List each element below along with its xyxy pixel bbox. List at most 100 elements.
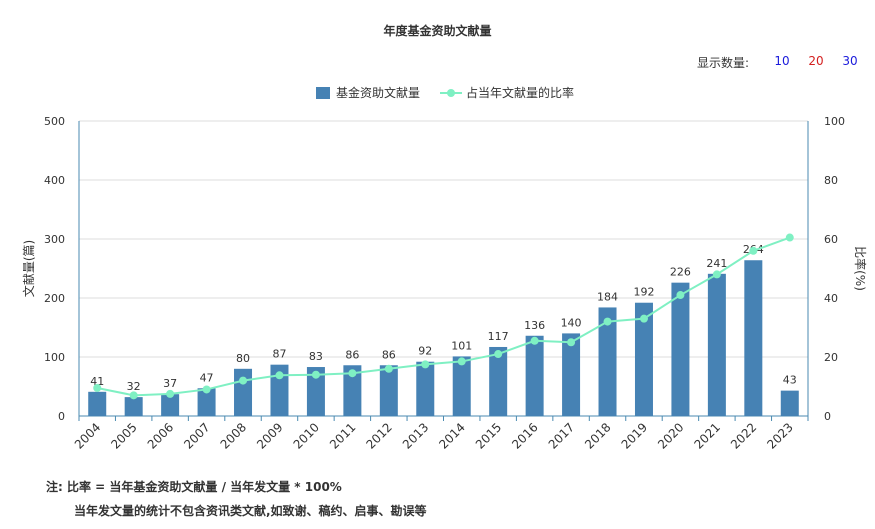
y2-tick-label: 0 xyxy=(824,410,831,423)
x-tick-label: 2022 xyxy=(728,420,759,451)
y2-tick-label: 100 xyxy=(824,115,845,128)
bar xyxy=(707,273,726,416)
ratio-point xyxy=(785,233,794,242)
ratio-point xyxy=(603,317,612,326)
x-tick-label: 2016 xyxy=(509,420,540,451)
x-tick-label: 2017 xyxy=(546,420,577,451)
ratio-point xyxy=(530,336,539,345)
y-tick-label: 400 xyxy=(44,174,65,187)
x-tick-label: 2021 xyxy=(691,420,722,451)
ratio-point xyxy=(93,383,102,392)
y-tick-label: 0 xyxy=(58,410,65,423)
bar-data-label: 80 xyxy=(236,352,250,365)
y-tick-label: 100 xyxy=(44,351,65,364)
note-line-2: 当年发文量的统计不包含资讯类文献,如致谢、稿约、启事、勘误等 xyxy=(74,504,427,518)
ratio-point xyxy=(348,369,357,378)
bar-data-label: 101 xyxy=(451,339,472,352)
bar xyxy=(562,333,581,416)
bar-data-label: 140 xyxy=(561,316,582,329)
ratio-point xyxy=(567,338,576,347)
ratio-point xyxy=(749,246,758,255)
ratio-point xyxy=(239,376,248,385)
bar xyxy=(671,282,690,416)
display-count-selector: 显示数量: 10 20 30 xyxy=(697,54,867,71)
bar-data-label: 136 xyxy=(524,319,545,332)
bar-data-label: 87 xyxy=(272,348,286,361)
bar xyxy=(88,391,107,416)
bar-data-label: 117 xyxy=(488,330,509,343)
x-tick-label: 2013 xyxy=(400,420,431,451)
y-tick-label: 500 xyxy=(44,115,65,128)
y-axis-title: 文献量(篇) xyxy=(21,240,36,297)
display-count-30[interactable]: 30 xyxy=(842,54,858,68)
x-tick-label: 2023 xyxy=(764,420,795,451)
bar xyxy=(197,388,216,416)
bar xyxy=(744,260,763,416)
bar xyxy=(598,307,617,416)
ratio-line xyxy=(97,236,791,397)
x-tick-label: 2009 xyxy=(254,420,285,451)
ratio-point xyxy=(275,371,284,380)
y2-axis-title: 比率(%) xyxy=(853,246,868,291)
bar-data-label: 43 xyxy=(783,374,797,387)
display-count-20[interactable]: 20 xyxy=(808,54,824,68)
display-count-label: 显示数量: xyxy=(696,56,749,70)
bar-data-label: 92 xyxy=(418,345,432,358)
bar xyxy=(525,335,544,416)
chart-title: 年度基金资助文献量 xyxy=(383,24,492,38)
ratio-point xyxy=(494,350,503,359)
ratio-point xyxy=(166,389,175,398)
ratio-point xyxy=(639,314,648,323)
bar xyxy=(306,367,325,416)
bar xyxy=(379,365,398,416)
ratio-point xyxy=(676,291,685,300)
x-tick-label: 2008 xyxy=(218,420,249,451)
y2-tick-label: 80 xyxy=(824,174,838,187)
x-tick-label: 2007 xyxy=(181,420,212,451)
y2-tick-label: 20 xyxy=(824,351,838,364)
x-tick-label: 2005 xyxy=(108,420,139,451)
legend-label-line: 占当年文献量的比率 xyxy=(466,85,574,100)
ratio-point xyxy=(202,385,211,394)
bar-data-label: 184 xyxy=(597,290,618,303)
x-tick-label: 2020 xyxy=(655,420,686,451)
y2-tick-label: 60 xyxy=(824,233,838,246)
ratio-point xyxy=(421,360,430,369)
bar-data-label: 41 xyxy=(90,375,104,388)
bar xyxy=(416,361,435,416)
x-tick-label: 2019 xyxy=(619,420,650,451)
x-tick-label: 2012 xyxy=(363,420,394,451)
legend-swatch-marker xyxy=(447,89,455,97)
bar-data-label: 83 xyxy=(309,350,323,363)
bar xyxy=(634,302,653,416)
x-tick-label: 2011 xyxy=(327,420,358,451)
y-tick-label: 200 xyxy=(44,292,65,305)
ratio-point xyxy=(457,357,466,366)
legend-swatch-bar xyxy=(316,87,330,99)
bar xyxy=(124,397,143,416)
legend-label-bar: 基金资助文献量 xyxy=(336,85,420,100)
note-line-1: 注: 比率 = 当年基金资助文献量 / 当年发文量 * 100% xyxy=(46,480,342,494)
y-tick-label: 300 xyxy=(44,233,65,246)
x-tick-label: 2004 xyxy=(72,420,103,451)
display-count-10[interactable]: 10 xyxy=(774,54,790,68)
y2-tick-label: 40 xyxy=(824,292,838,305)
ratio-point xyxy=(311,370,320,379)
bar-data-label: 241 xyxy=(706,257,727,270)
bar-data-label: 37 xyxy=(163,377,177,390)
bar xyxy=(489,346,508,416)
bar-data-label: 226 xyxy=(670,266,691,279)
ratio-point xyxy=(712,270,721,279)
x-tick-label: 2010 xyxy=(291,420,322,451)
bar-data-label: 47 xyxy=(200,371,214,384)
bar-data-label: 86 xyxy=(345,348,359,361)
ratio-point xyxy=(384,364,393,373)
bar xyxy=(452,356,471,416)
x-tick-label: 2014 xyxy=(436,420,467,451)
bar-data-label: 192 xyxy=(633,286,654,299)
ratio-point xyxy=(129,391,138,400)
bar xyxy=(234,368,253,416)
bar xyxy=(780,390,799,416)
bar xyxy=(343,365,362,416)
